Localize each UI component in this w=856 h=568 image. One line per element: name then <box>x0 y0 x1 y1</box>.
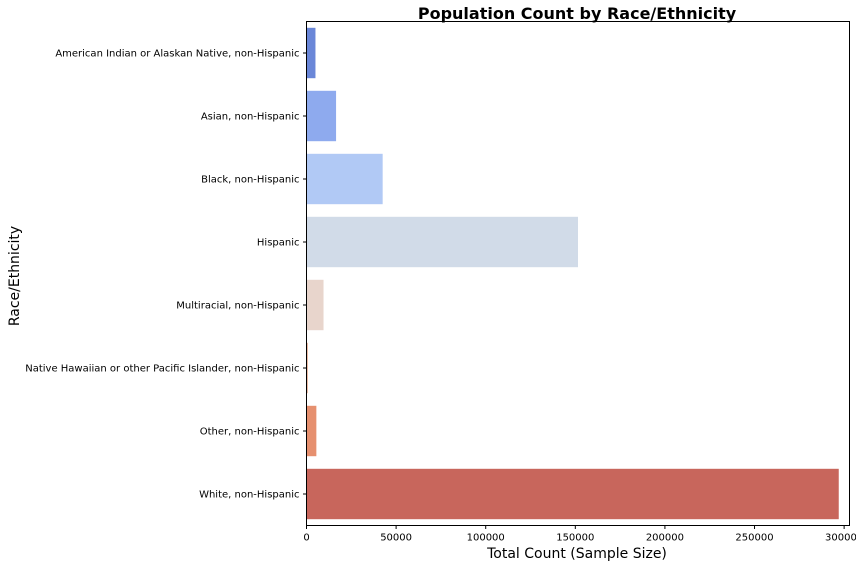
plot-frame <box>306 21 850 526</box>
y-tick-label-1: Asian, non-Hispanic <box>201 112 300 123</box>
bar-7 <box>306 468 839 520</box>
y-ticks-group: American Indian or Alaskan Native, non-H… <box>25 49 307 501</box>
y-tick-label-2: Black, non-Hispanic <box>201 175 299 186</box>
chart-title: Population Count by Race/Ethnicity <box>418 4 737 23</box>
bar-6 <box>306 405 317 457</box>
x-tick-label-6: 300000 <box>825 533 856 544</box>
bars-group <box>306 27 839 520</box>
bar-2 <box>306 153 383 205</box>
x-ticks-group: 0 50000 100000 150000 200000 250000 300000 <box>303 525 856 544</box>
x-tick-label-4: 200000 <box>646 533 684 544</box>
bar-3 <box>306 216 578 268</box>
bar-5 <box>306 342 308 394</box>
x-tick-label-3: 150000 <box>556 533 594 544</box>
y-axis-label: Race/Ethnicity <box>7 226 23 326</box>
x-tick-label-2: 100000 <box>467 533 505 544</box>
x-tick-label-0: 0 <box>303 533 309 544</box>
y-tick-label-6: Other, non-Hispanic <box>200 427 300 438</box>
y-tick-label-0: American Indian or Alaskan Native, non-H… <box>55 49 299 60</box>
y-tick-label-5: Native Hawaiian or other Pacific Islande… <box>25 364 299 375</box>
bar-4 <box>306 279 324 331</box>
y-tick-label-7: White, non-Hispanic <box>199 490 299 501</box>
bar-1 <box>306 90 337 142</box>
y-tick-label-4: Multiracial, non-Hispanic <box>176 301 299 312</box>
x-tick-label-5: 250000 <box>735 533 773 544</box>
y-tick-label-3: Hispanic <box>257 238 300 249</box>
bar-0 <box>306 27 316 79</box>
x-axis-label: Total Count (Sample Size) <box>486 546 667 562</box>
x-tick-label-1: 50000 <box>380 533 412 544</box>
